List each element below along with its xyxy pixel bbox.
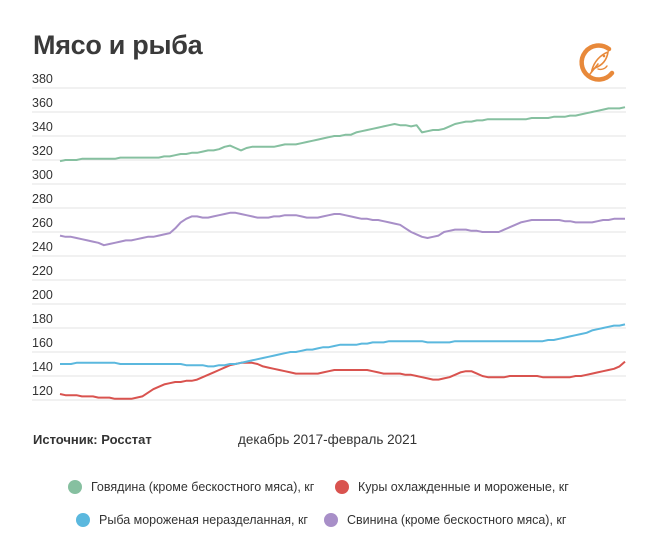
series-line-1 xyxy=(59,360,626,400)
y-tick-label-320: 320 xyxy=(32,144,53,158)
legend-label-pork: Свинина (кроме бескостного мяса), кг xyxy=(347,513,567,527)
series-line-2 xyxy=(60,323,626,368)
source-note: Источник: Росстат xyxy=(33,432,152,447)
y-tick-label-200: 200 xyxy=(32,288,53,302)
line-chart: 120 140 160 180 200 220 240 260 280 300 320 340 360 3… xyxy=(32,72,626,401)
y-tick-label-300: 300 xyxy=(32,168,53,182)
legend-item-beef: Говядина (кроме бескостного мяса), кг xyxy=(68,480,314,494)
bird-logo-icon xyxy=(579,43,615,82)
legend-item-fish: Рыба мороженая неразделанная, кг xyxy=(76,513,308,527)
series-line-0 xyxy=(59,106,626,163)
legend-swatch-beef xyxy=(68,480,82,494)
legend-item-chicken: Куры охлажденные и мороженые, кг xyxy=(335,480,569,494)
legend-label-fish: Рыба мороженая неразделанная, кг xyxy=(99,513,308,527)
legend-swatch-fish xyxy=(76,513,90,527)
chart-title: Мясо и рыба xyxy=(33,30,203,60)
series-line-3 xyxy=(59,211,625,247)
y-tick-label-340: 340 xyxy=(32,120,53,134)
y-tick-label-140: 140 xyxy=(32,360,53,374)
y-tick-label-220: 220 xyxy=(32,264,53,278)
y-tick-label-180: 180 xyxy=(32,312,53,326)
legend-label-beef: Говядина (кроме бескостного мяса), кг xyxy=(91,480,315,494)
y-tick-label-360: 360 xyxy=(32,96,53,110)
legend-item-pork: Свинина (кроме бескостного мяса), кг xyxy=(324,513,566,527)
legend-label-chicken: Куры охлажденные и мороженые, кг xyxy=(358,480,569,494)
legend-swatch-chicken xyxy=(335,480,349,494)
y-tick-label-260: 260 xyxy=(32,216,53,230)
legend-swatch-pork xyxy=(324,513,338,527)
y-tick-label-380: 380 xyxy=(32,72,53,86)
period-label: декабрь 2017-февраль 2021 xyxy=(238,432,418,447)
y-tick-label-160: 160 xyxy=(32,336,53,350)
y-tick-label-120: 120 xyxy=(32,384,53,398)
y-tick-label-280: 280 xyxy=(32,192,53,206)
y-tick-label-240: 240 xyxy=(32,240,53,254)
